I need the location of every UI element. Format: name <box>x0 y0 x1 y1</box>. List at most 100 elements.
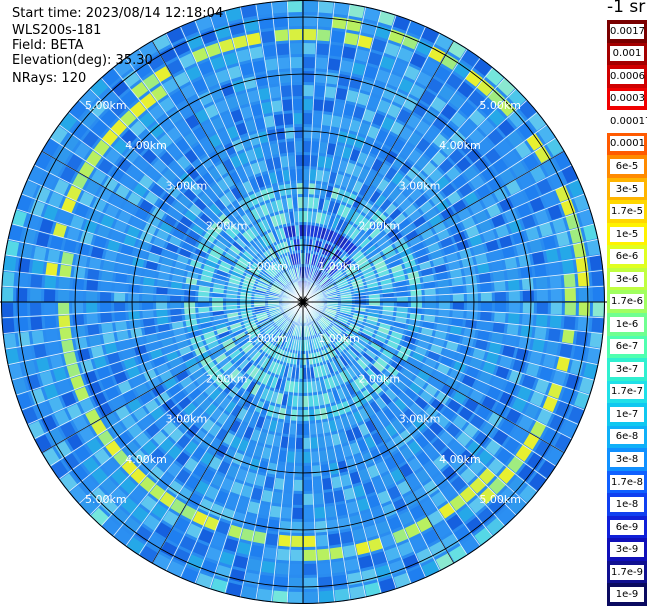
ppi-gate <box>397 176 411 191</box>
ppi-gate <box>189 388 202 401</box>
ppi-gate <box>336 235 345 247</box>
ppi-gate <box>325 331 334 342</box>
ppi-gate <box>458 182 473 197</box>
ppi-gate <box>474 253 488 265</box>
ppi-gate <box>331 217 340 229</box>
ppi-gate <box>434 65 451 82</box>
ray-separator <box>33 301 304 440</box>
ppi-gate <box>168 357 182 369</box>
ppi-gate <box>142 277 155 287</box>
ppi-gate <box>556 356 570 372</box>
ppi-gate <box>326 362 335 374</box>
ppi-gate <box>352 315 364 322</box>
ppi-gate <box>499 355 513 369</box>
ppi-gate <box>519 484 537 503</box>
ppi-gate <box>508 110 526 128</box>
ppi-gate <box>255 289 267 295</box>
ppi-gate <box>274 477 285 490</box>
ppi-gate <box>203 264 216 273</box>
ppi-gate <box>506 408 522 424</box>
ppi-gate <box>306 225 311 237</box>
ppi-gate <box>61 339 75 353</box>
ppi-gate <box>240 106 253 120</box>
ppi-gate <box>258 503 271 517</box>
ppi-gate <box>497 507 516 525</box>
ppi-gate <box>279 520 292 533</box>
ppi-gate <box>535 276 548 289</box>
ray-separator <box>302 48 468 303</box>
ppi-gate <box>205 42 222 58</box>
ppi-gate <box>507 456 524 473</box>
ray-separator <box>302 0 320 303</box>
ppi-gate <box>337 255 348 266</box>
ppi-gate <box>44 275 57 289</box>
ray-separator <box>165 301 304 572</box>
ppi-gate <box>200 138 214 153</box>
ppi-gate <box>289 577 303 589</box>
ppi-gate <box>312 254 318 266</box>
ppi-gate <box>100 497 119 516</box>
ppi-gate <box>415 434 430 449</box>
ppi-gate <box>22 360 37 377</box>
ppi-gate <box>208 439 221 454</box>
ppi-gate <box>19 243 33 259</box>
ppi-gate <box>364 186 375 200</box>
ppi-gate <box>313 85 325 98</box>
ppi-gate <box>410 295 422 302</box>
ppi-gate <box>127 423 143 439</box>
ppi-gate <box>281 99 293 112</box>
ppi-gate <box>448 92 466 109</box>
ppi-gate <box>290 352 295 365</box>
ppi-gate <box>221 477 235 492</box>
ppi-gate <box>261 235 270 247</box>
ppi-gate <box>314 322 321 334</box>
elevation-angle: Elevation(deg): 35.30 <box>12 53 153 68</box>
ppi-gate <box>511 190 527 206</box>
ppi-gate <box>561 259 575 274</box>
ppi-gate <box>241 484 254 499</box>
ppi-gate <box>569 359 584 376</box>
ppi-gate <box>266 375 275 387</box>
ppi-gate <box>377 146 390 160</box>
ppi-gate <box>303 225 307 237</box>
ppi-gate <box>224 190 237 204</box>
ppi-gate <box>303 85 314 97</box>
ppi-gate <box>39 218 54 235</box>
ppi-gate <box>239 62 254 76</box>
ppi-gate <box>320 278 331 287</box>
ppi-gate <box>228 319 241 326</box>
ppi-gate <box>5 240 20 257</box>
ppi-gate <box>263 324 274 333</box>
ppi-gate <box>172 268 185 277</box>
ppi-gate <box>229 322 242 330</box>
ppi-gate <box>127 537 146 555</box>
ppi-gate <box>245 211 256 224</box>
ppi-gate <box>324 287 336 294</box>
ppi-gate <box>337 130 348 144</box>
ppi-gate <box>195 16 213 32</box>
ppi-gate <box>154 66 172 83</box>
ppi-gate <box>163 377 178 390</box>
ppi-gate <box>436 271 449 281</box>
ppi-gate <box>385 388 397 401</box>
ppi-gate <box>409 283 422 291</box>
ppi-gate <box>331 404 340 417</box>
ppi-gate <box>498 466 516 484</box>
ppi-gate <box>210 56 226 71</box>
ppi-gate <box>102 260 116 272</box>
ppi-gate <box>452 391 467 405</box>
ppi-gate <box>292 197 298 209</box>
ppi-gate <box>542 191 558 208</box>
ppi-gate <box>380 392 392 406</box>
ray-separator <box>7 301 304 366</box>
ppi-gate <box>371 158 383 172</box>
ppi-gate <box>488 341 502 354</box>
ppi-gate <box>198 291 210 298</box>
ppi-gate <box>333 342 343 353</box>
ppi-gate <box>225 228 237 240</box>
ppi-gate <box>295 155 303 167</box>
range-label: 1.00km <box>246 260 288 273</box>
ppi-gate <box>292 507 303 519</box>
ppi-gate <box>542 427 559 445</box>
ppi-gate <box>281 273 289 284</box>
